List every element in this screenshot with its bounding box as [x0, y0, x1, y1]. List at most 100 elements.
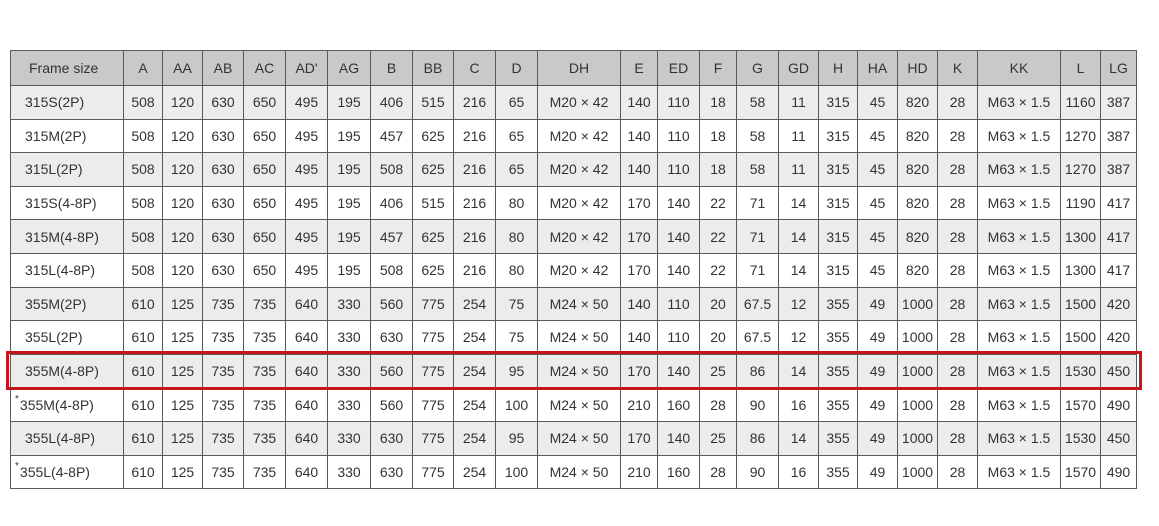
table-cell: M24 × 50 [537, 286, 621, 322]
column-header: L [1060, 50, 1101, 86]
column-header: AA [162, 50, 203, 86]
table-cell: 58 [736, 152, 779, 187]
table-cell: 315 [818, 252, 858, 288]
table-cell: 406 [370, 85, 413, 120]
table-cell: 330 [327, 454, 371, 490]
frame-size-label: 355M(4-8P) [25, 363, 99, 380]
table-cell: 330 [327, 420, 371, 456]
table-cell: 45 [857, 185, 898, 221]
table-cell: 28 [937, 454, 978, 490]
table-cell: 1000 [897, 387, 938, 422]
table-cell: 820 [897, 152, 938, 187]
table-cell: 58 [736, 85, 779, 120]
column-header: AD' [285, 50, 328, 86]
table-cell: 100 [495, 454, 538, 490]
table-cell: 90 [736, 454, 779, 490]
table-cell: 735 [202, 387, 244, 422]
table-cell: 650 [243, 152, 286, 187]
table-cell: 417 [1100, 185, 1137, 221]
table-cell: 75 [495, 320, 538, 355]
table-cell: 630 [370, 420, 413, 456]
frame-size-cell: *355M(4-8P) [10, 387, 124, 422]
table-cell: 610 [123, 286, 163, 322]
table-cell: 515 [412, 185, 454, 221]
column-header: GD [778, 50, 819, 86]
column-header: Frame size [10, 50, 124, 86]
table-cell: 120 [162, 219, 203, 254]
table-cell: 495 [285, 219, 328, 254]
table-cell: 820 [897, 85, 938, 120]
table-cell: 65 [495, 85, 538, 120]
table-cell: 170 [620, 219, 658, 254]
table-cell: 640 [285, 454, 328, 490]
table-cell: 735 [202, 320, 244, 355]
table-cell: 560 [370, 286, 413, 322]
column-header: E [620, 50, 658, 86]
table-cell: 120 [162, 152, 203, 187]
table-cell: M63 × 1.5 [977, 152, 1061, 187]
table-cell: 355 [818, 454, 858, 490]
table-cell: 735 [243, 420, 286, 456]
table-cell: 625 [412, 152, 454, 187]
table-cell: 1000 [897, 420, 938, 456]
table-cell: M20 × 42 [537, 252, 621, 288]
table-cell: 18 [699, 152, 737, 187]
table-cell: 216 [453, 185, 496, 221]
table-cell: 406 [370, 185, 413, 221]
table-cell: 640 [285, 353, 328, 389]
table-cell: 1530 [1060, 420, 1101, 456]
column-header: C [453, 50, 496, 86]
table-cell: M63 × 1.5 [977, 387, 1061, 422]
table-cell: 735 [243, 353, 286, 389]
table-row: 315M(4-8P) 508 120 630 650 495 195 457 625 216 80 M… [10, 219, 1137, 254]
table-cell: 25 [699, 353, 737, 389]
table-cell: 315 [818, 185, 858, 221]
table-cell: 820 [897, 185, 938, 221]
table-cell: 820 [897, 219, 938, 254]
table-cell: 650 [243, 118, 286, 154]
frame-size-cell: 315L(4-8P) [10, 252, 124, 288]
table-cell: 195 [327, 185, 371, 221]
table-cell: 775 [412, 353, 454, 389]
table-cell: 355 [818, 420, 858, 456]
table-cell: 1570 [1060, 454, 1101, 490]
table-cell: 125 [162, 286, 203, 322]
footnote-mark: * [15, 393, 19, 405]
table-cell: 65 [495, 152, 538, 187]
frame-size-label: 315M(2P) [25, 127, 87, 144]
table-cell: 86 [736, 353, 779, 389]
table-cell: 120 [162, 85, 203, 120]
table-cell: 28 [699, 454, 737, 490]
table-cell: 1000 [897, 454, 938, 490]
table-cell: 1530 [1060, 353, 1101, 389]
table-cell: 735 [202, 454, 244, 490]
table-cell: 457 [370, 118, 413, 154]
table-cell: 14 [778, 185, 819, 221]
table-cell: 170 [620, 353, 658, 389]
table-row: 315M(2P) 508 120 630 650 495 195 457 625 216 65 M20… [10, 118, 1137, 154]
table-cell: 630 [202, 252, 244, 288]
table-cell: M63 × 1.5 [977, 320, 1061, 355]
column-header: H [818, 50, 858, 86]
table-cell: 560 [370, 387, 413, 422]
column-header: DH [537, 50, 621, 86]
table-cell: 735 [243, 454, 286, 490]
table-cell: 775 [412, 286, 454, 322]
table-cell: 450 [1100, 353, 1137, 389]
table-cell: 508 [370, 152, 413, 187]
table-cell: 170 [620, 252, 658, 288]
table-cell: 140 [657, 219, 700, 254]
frame-size-label: 315L(4-8P) [25, 262, 96, 279]
table-cell: M20 × 42 [537, 219, 621, 254]
column-header: AB [202, 50, 244, 86]
table-cell: 28 [699, 387, 737, 422]
table-cell: 450 [1100, 420, 1137, 456]
table-cell: 1500 [1060, 286, 1101, 322]
table-cell: 195 [327, 219, 371, 254]
table-cell: 625 [412, 252, 454, 288]
frame-size-label: 315M(4-8P) [25, 228, 99, 245]
table-cell: 140 [657, 420, 700, 456]
table-cell: 355 [818, 387, 858, 422]
table-cell: 71 [736, 252, 779, 288]
table-cell: 28 [937, 353, 978, 389]
